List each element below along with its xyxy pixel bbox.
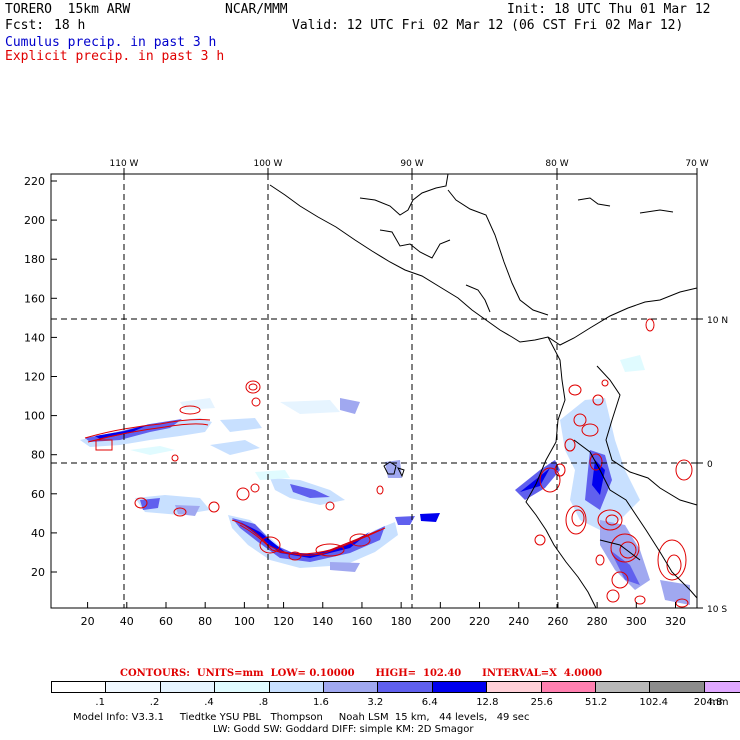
x-tick-label: 180 xyxy=(391,615,412,628)
cumulus-legend-line: Cumulus precip. in past 3 h xyxy=(5,35,217,50)
legend-label: .8 xyxy=(258,697,269,708)
forecast-label: Fcst: xyxy=(5,18,45,33)
y-tick-label: 180 xyxy=(24,253,45,266)
init-time: Init: 18 UTC Thu 01 Mar 12 xyxy=(507,2,711,17)
model-title: TORERO 15km ARW xyxy=(5,2,131,17)
legend-swatch xyxy=(323,681,379,693)
legend-swatch xyxy=(595,681,651,693)
center-label: NCAR/MMM xyxy=(225,2,288,17)
x-tick-label: 240 xyxy=(508,615,529,628)
latitude-label: 10 N xyxy=(707,316,728,326)
legend-swatch xyxy=(486,681,542,693)
x-tick-label: 120 xyxy=(273,615,294,628)
longitude-label: 100 W xyxy=(254,159,283,169)
coastlines xyxy=(269,173,698,609)
precip-map: 20 40 60 80 100 120 140 160 180 200 220 240 260 280 30… xyxy=(24,159,728,628)
y-tick-label: 100 xyxy=(24,410,45,423)
x-tick-label: 300 xyxy=(626,615,647,628)
y-tick-label: 160 xyxy=(24,292,45,305)
legend-swatch xyxy=(51,681,107,693)
legend-swatch xyxy=(268,681,324,693)
x-tick-label: 260 xyxy=(547,615,568,628)
explicit-legend-line: Explicit precip. in past 3 h xyxy=(5,49,225,64)
explicit-precip-contours xyxy=(84,318,693,608)
longitude-label: 80 W xyxy=(545,159,568,169)
y-tick-label: 200 xyxy=(24,214,45,227)
x-tick-label: 60 xyxy=(159,615,173,628)
legend-label: 6.4 xyxy=(421,697,438,708)
y-tick-label: 140 xyxy=(24,331,45,344)
y-tick-label: 40 xyxy=(31,527,45,540)
legend-label: 12.8 xyxy=(476,697,499,708)
legend-label: 51.2 xyxy=(585,697,608,708)
longitude-label: 90 W xyxy=(400,159,423,169)
x-tick-label: 200 xyxy=(430,615,451,628)
y-tick-label: 60 xyxy=(31,488,45,501)
x-tick-label: 100 xyxy=(234,615,255,628)
y-tick-label: 20 xyxy=(31,566,45,579)
legend-label: 204.8 xyxy=(693,697,723,708)
legend-label: .1 xyxy=(95,697,105,708)
forecast-hour: 18 h xyxy=(54,18,86,33)
model-info-line2: LW: Godd SW: Goddard DIFF: simple KM: 2D… xyxy=(213,724,474,735)
x-tick-label: 80 xyxy=(198,615,212,628)
legend-swatch xyxy=(377,681,433,693)
legend-label: .2 xyxy=(149,697,160,708)
legend-label: 25.6 xyxy=(530,697,553,708)
x-tick-label: 320 xyxy=(665,615,686,628)
latitude-label: 0 xyxy=(707,460,713,470)
x-tick-label: 280 xyxy=(587,615,608,628)
latitude-label: 10 S xyxy=(707,605,727,615)
legend-swatch xyxy=(105,681,161,693)
x-tick-label: 40 xyxy=(120,615,134,628)
legend-swatch xyxy=(159,681,216,693)
longitude-label: 70 W xyxy=(685,159,708,169)
legend-label: 3.2 xyxy=(367,697,384,708)
axis-tick-labels: 20 40 60 80 100 120 140 160 180 200 220 240 260 280 30… xyxy=(24,159,728,628)
x-tick-label: 20 xyxy=(81,615,95,628)
legend-label: 1.6 xyxy=(313,697,329,708)
legend-swatch xyxy=(649,681,705,693)
legend-swatch xyxy=(214,681,270,693)
y-tick-label: 220 xyxy=(24,175,45,188)
y-tick-label: 120 xyxy=(24,371,45,384)
y-tick-label: 80 xyxy=(31,449,45,462)
legend-swatch xyxy=(540,681,596,693)
contour-info: CONTOURS: UNITS=mm LOW= 0.10000 HIGH= 10… xyxy=(120,668,603,679)
valid-time: Valid: 12 UTC Fri 02 Mar 12 (06 CST Fri … xyxy=(292,18,684,33)
x-tick-label: 140 xyxy=(312,615,333,628)
legend-label: .4 xyxy=(204,697,214,708)
x-tick-label: 220 xyxy=(469,615,490,628)
cumulus-precip-shading xyxy=(80,355,690,605)
legend-swatch xyxy=(703,681,740,693)
latlon-grid xyxy=(51,174,697,608)
model-info-line1: Model Info: V3.3.1 Tiedtke YSU PBL Thomp… xyxy=(73,712,530,723)
axis-ticks xyxy=(51,168,703,609)
legend-swatch xyxy=(431,681,488,693)
legend-label: mm xyxy=(709,697,729,708)
longitude-label: 110 W xyxy=(110,159,139,169)
x-tick-label: 160 xyxy=(351,615,372,628)
legend-label: 102.4 xyxy=(639,697,669,708)
